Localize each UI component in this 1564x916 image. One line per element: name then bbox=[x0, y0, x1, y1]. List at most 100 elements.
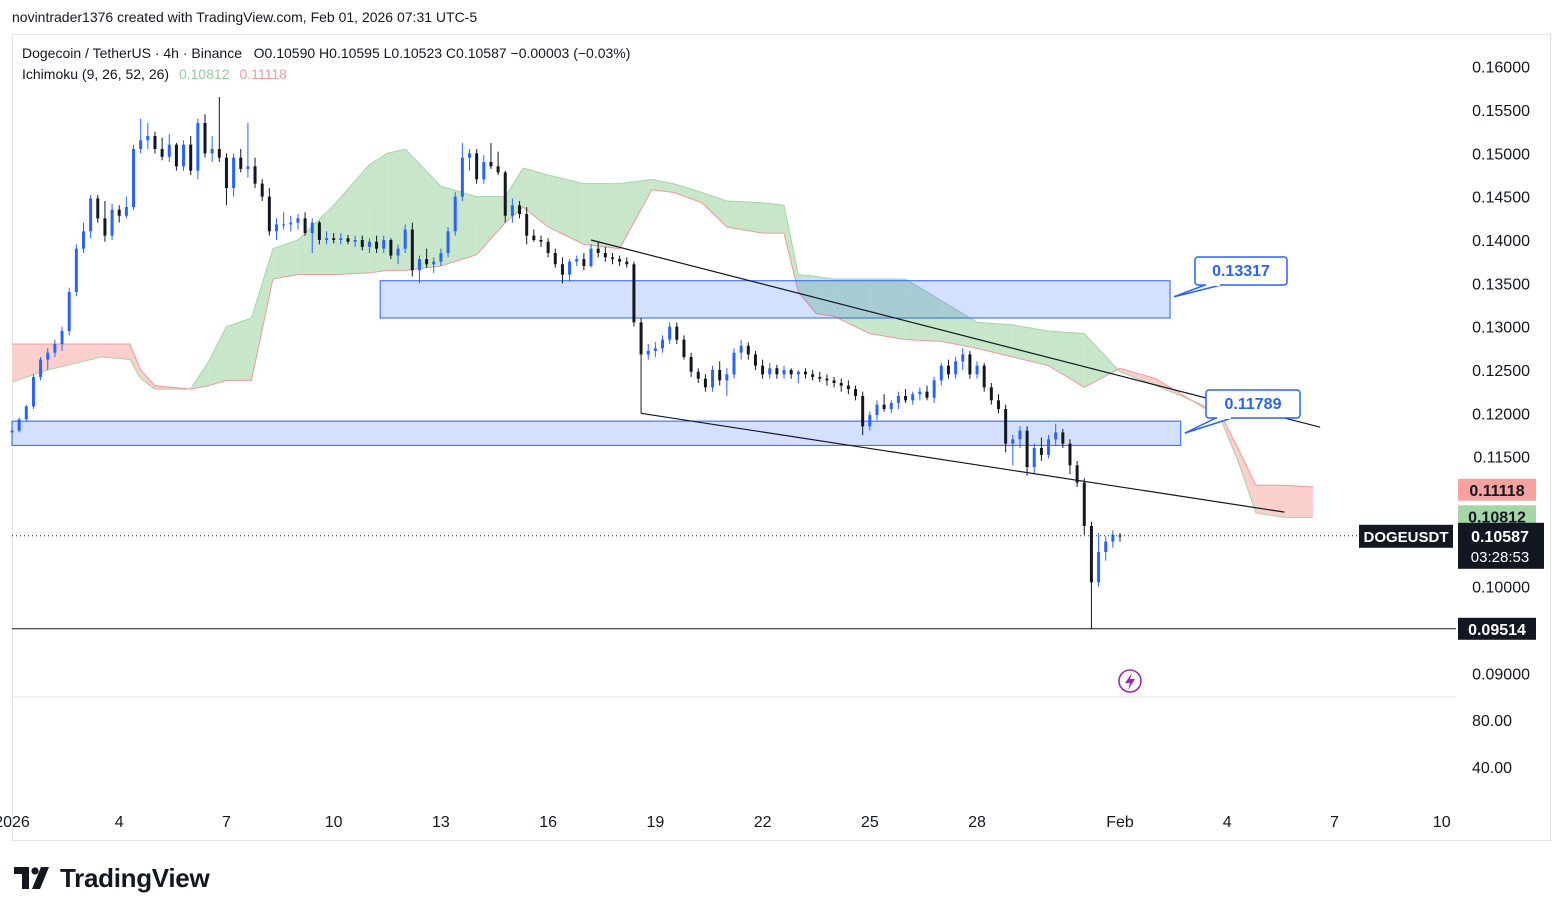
candle-body bbox=[389, 240, 393, 256]
candle-body bbox=[689, 357, 693, 372]
candle-body bbox=[403, 229, 407, 249]
last-price-label: 0.10587 bbox=[1471, 529, 1529, 546]
candle-body bbox=[718, 370, 722, 381]
support-zone-1[interactable] bbox=[379, 280, 1171, 319]
y-tick-label: 0.14000 bbox=[1472, 233, 1530, 250]
candle-body bbox=[160, 149, 164, 157]
candle-body bbox=[489, 162, 493, 167]
y-tick-label: 0.09000 bbox=[1472, 666, 1530, 683]
candle-body bbox=[353, 240, 357, 242]
candle-body bbox=[46, 352, 50, 360]
candle-body bbox=[239, 157, 243, 169]
candle-body bbox=[939, 365, 943, 381]
candle-body bbox=[67, 292, 71, 331]
candle-body bbox=[510, 205, 514, 216]
candle-body bbox=[975, 365, 979, 375]
candle-body bbox=[182, 144, 186, 167]
x-tick-label: 10 bbox=[1433, 814, 1451, 831]
cloud-segment bbox=[583, 183, 620, 249]
cloud-segment bbox=[834, 279, 870, 334]
candle-body bbox=[17, 419, 21, 431]
candle-body bbox=[103, 218, 107, 236]
candle-body bbox=[518, 205, 522, 214]
cloud-segment bbox=[762, 202, 785, 234]
y-tick-label: 0.15500 bbox=[1472, 103, 1530, 120]
legend-indicator-value-1: 0.10812 bbox=[178, 66, 230, 82]
candle-body bbox=[1061, 432, 1065, 444]
candle-body bbox=[267, 196, 271, 232]
cloud-span-b bbox=[12, 189, 1314, 488]
candle-body bbox=[1097, 552, 1101, 583]
candle-body bbox=[246, 166, 250, 169]
cloud-segment bbox=[101, 344, 130, 360]
candle-body bbox=[310, 222, 314, 234]
candle-body bbox=[832, 380, 836, 383]
candle-body bbox=[139, 140, 143, 149]
candle-body bbox=[210, 149, 214, 154]
cloud-segment bbox=[1012, 324, 1049, 366]
candle-body bbox=[703, 378, 707, 388]
candle-body bbox=[196, 123, 200, 171]
candle-body bbox=[410, 229, 414, 271]
candle-body bbox=[496, 166, 500, 173]
cloud-segment bbox=[251, 248, 273, 381]
x-tick-label: 4 bbox=[115, 814, 124, 831]
candle-body bbox=[296, 218, 300, 223]
zone-callout-box-2[interactable] bbox=[1205, 389, 1301, 419]
candle-body bbox=[203, 123, 207, 154]
cloud-segment bbox=[129, 344, 141, 379]
candle-body bbox=[367, 241, 371, 247]
cloud-segment bbox=[369, 153, 388, 273]
x-tick-label: 10 bbox=[325, 814, 343, 831]
candle-body bbox=[1111, 534, 1115, 542]
candle-body bbox=[732, 352, 736, 375]
candle-body bbox=[768, 368, 772, 375]
candle-body bbox=[596, 248, 600, 253]
candle-body bbox=[925, 391, 929, 398]
cloud-segment bbox=[1048, 331, 1085, 388]
cloud-segment bbox=[1255, 485, 1285, 518]
x-tick-label: 19 bbox=[646, 814, 664, 831]
cloud-segment bbox=[333, 164, 370, 275]
x-tick-label: Feb bbox=[1106, 814, 1134, 831]
candle-body bbox=[646, 350, 650, 355]
tradingview-logo-text: TradingView bbox=[60, 862, 210, 893]
candle-body bbox=[846, 385, 850, 390]
candle-body bbox=[625, 261, 629, 265]
candle-body bbox=[274, 224, 278, 232]
candle-body bbox=[468, 153, 472, 158]
candle-body bbox=[546, 241, 550, 253]
candle-body bbox=[839, 383, 843, 386]
legend-indicator[interactable]: Ichimoku (9, 26, 52, 26) bbox=[22, 66, 170, 82]
zone-callout-box-1[interactable] bbox=[1194, 256, 1288, 286]
candle-body bbox=[954, 361, 958, 375]
candle-body bbox=[1104, 541, 1108, 552]
candle-body bbox=[132, 149, 136, 208]
candle-body bbox=[560, 264, 564, 275]
trendline-1[interactable] bbox=[590, 239, 1321, 428]
candle-body bbox=[818, 376, 822, 379]
legend-symbol-row: Dogecoin / TetherUS · 4h · Binance O0.10… bbox=[22, 45, 630, 61]
candle-body bbox=[81, 231, 85, 249]
candle-body bbox=[632, 264, 636, 323]
candle-body bbox=[989, 387, 993, 401]
candle-body bbox=[174, 144, 178, 167]
candle-body bbox=[568, 261, 572, 275]
symbol-tag-bg bbox=[1359, 524, 1453, 548]
candle-body bbox=[303, 218, 307, 234]
candle-body bbox=[339, 238, 343, 240]
symbol-tag[interactable]: DOGEUSDT bbox=[1363, 529, 1448, 546]
zone-callout-pointer-1 bbox=[1173, 284, 1222, 298]
trendline-2[interactable] bbox=[640, 412, 1285, 513]
cloud-segment bbox=[619, 179, 652, 249]
candle-body bbox=[696, 371, 700, 379]
candle-body bbox=[889, 402, 893, 409]
candle-body bbox=[1082, 482, 1086, 526]
trendlines[interactable] bbox=[12, 239, 1456, 630]
candle-body bbox=[911, 394, 915, 401]
candle-body bbox=[124, 207, 128, 216]
x-tick-label: 28 bbox=[968, 814, 986, 831]
tradingview-logo[interactable]: TradingView bbox=[14, 862, 210, 893]
legend-symbol[interactable]: Dogecoin / TetherUS · 4h · Binance bbox=[22, 45, 242, 61]
